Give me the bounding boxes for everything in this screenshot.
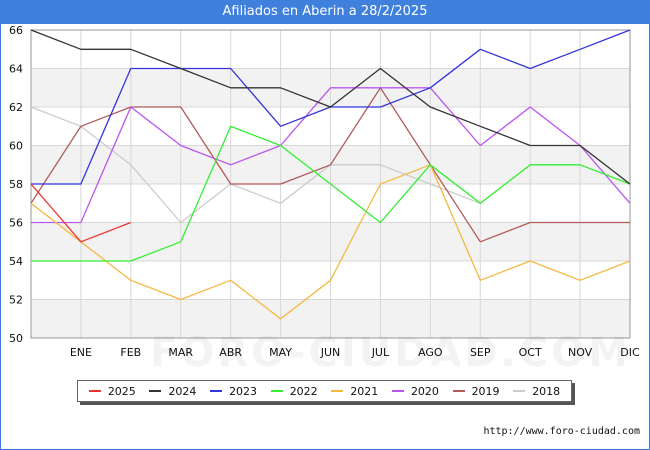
source-url[interactable]: http://www.foro-ciudad.com bbox=[483, 426, 640, 437]
y-tick-label: 62 bbox=[9, 101, 23, 114]
series-line-2022 bbox=[31, 125, 631, 262]
legend-label: 2024 bbox=[168, 384, 197, 398]
legend-swatch bbox=[331, 390, 344, 392]
y-tick-label: 66 bbox=[9, 24, 23, 37]
x-tick-label: OCT bbox=[519, 346, 542, 359]
y-tick-label: 64 bbox=[9, 63, 23, 76]
legend-item-2019: 2019 bbox=[452, 384, 500, 398]
legend-item-2020: 2020 bbox=[391, 384, 439, 398]
legend-item-2024: 2024 bbox=[149, 385, 196, 398]
legend-swatch bbox=[452, 390, 465, 392]
legend-item-2023: 2023 bbox=[210, 385, 257, 398]
legend-item-2021: 2021 bbox=[331, 385, 378, 398]
x-tick-label: MAY bbox=[269, 346, 292, 359]
x-tick-label: JUN bbox=[320, 346, 341, 359]
chart-title: Afiliados en Aberin a 28/2/2025 bbox=[0, 0, 650, 24]
x-tick-label: AGO bbox=[418, 346, 443, 359]
y-tick-label: 54 bbox=[9, 255, 23, 268]
y-tick-label: 60 bbox=[9, 140, 23, 153]
legend-item-2022: 2022 bbox=[270, 384, 318, 398]
legend-label: 2020 bbox=[410, 384, 439, 398]
x-tick-label: DIC bbox=[620, 346, 640, 359]
x-tick-label: JUL bbox=[371, 346, 390, 359]
series-line-2021 bbox=[30, 164, 631, 320]
series-line-2025 bbox=[30, 183, 132, 243]
series-line-2020 bbox=[31, 87, 631, 224]
legend-label: 2023 bbox=[229, 384, 258, 398]
y-tick-label: 50 bbox=[9, 332, 23, 345]
legend-swatch bbox=[149, 390, 162, 392]
x-tick-label: NOV bbox=[568, 346, 593, 359]
legend-swatch bbox=[88, 390, 101, 392]
series-line-2024 bbox=[30, 29, 631, 185]
x-tick-label: SEP bbox=[470, 346, 491, 359]
x-tick-label: FEB bbox=[120, 346, 141, 359]
legend-label: 2019 bbox=[471, 384, 500, 398]
y-tick-label: 58 bbox=[9, 178, 23, 191]
x-tick-label: ABR bbox=[219, 346, 242, 359]
x-tick-label: MAR bbox=[168, 346, 193, 359]
legend-label: 2018 bbox=[532, 384, 561, 398]
legend-swatch bbox=[391, 390, 404, 392]
legend-label: 2025 bbox=[107, 384, 136, 398]
legend-swatch bbox=[513, 390, 526, 392]
chart-legend: 2025 2024 2023 2022 2021 2020 2019 2018 bbox=[77, 380, 572, 402]
watermark: FORO-CIUDAD.COM bbox=[150, 330, 631, 376]
legend-swatch bbox=[270, 390, 283, 392]
legend-item-2025: 2025 bbox=[88, 384, 136, 398]
legend-label: 2022 bbox=[289, 384, 318, 398]
y-tick-label: 56 bbox=[9, 217, 23, 230]
legend-item-2018: 2018 bbox=[513, 385, 560, 398]
legend-swatch bbox=[210, 390, 223, 392]
y-tick-label: 52 bbox=[9, 294, 23, 307]
legend-label: 2021 bbox=[350, 384, 379, 398]
x-tick-label: ENE bbox=[70, 346, 92, 359]
